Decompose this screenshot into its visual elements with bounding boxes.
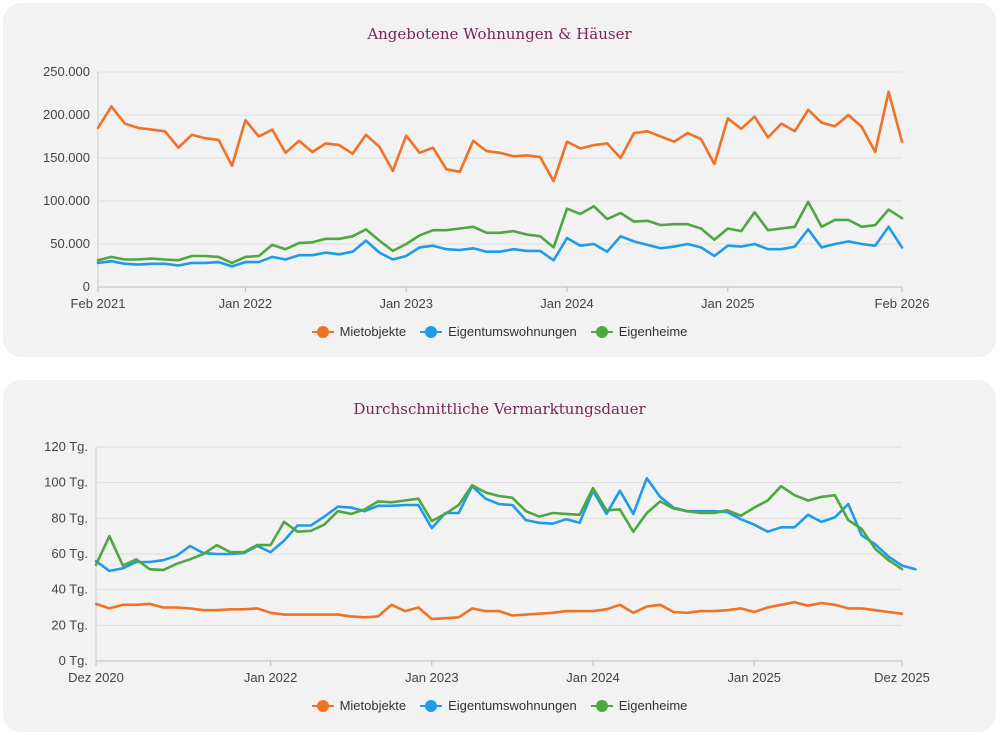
x-tick-label: Jan 2025 bbox=[727, 670, 781, 685]
chart-card-offers: Angebotene Wohnungen & Häuser 0 50.000 100… bbox=[3, 3, 996, 357]
chart-legend: Mietobjekte Eigentumswohnungen Eigenheim… bbox=[3, 324, 996, 339]
x-tick-label: Jan 2025 bbox=[701, 296, 755, 311]
chart-title: Angebotene Wohnungen & Häuser bbox=[367, 25, 632, 43]
legend-item-eigentumswohnungen[interactable]: Eigentumswohnungen bbox=[420, 698, 577, 713]
legend-swatch-icon bbox=[590, 699, 613, 712]
x-tick-label: Dez 2020 bbox=[68, 670, 124, 685]
y-tick-label: 100 Tg. bbox=[44, 475, 88, 490]
y-tick-label: 150.000 bbox=[43, 150, 90, 165]
y-tick-label: 40 Tg. bbox=[51, 582, 88, 597]
y-tick-label: 100.000 bbox=[43, 193, 90, 208]
x-tick-label: Feb 2026 bbox=[875, 296, 930, 311]
legend-label: Eigentumswohnungen bbox=[448, 698, 577, 713]
series-line-mietobjekte bbox=[96, 90, 904, 183]
legend-item-mietobjekte[interactable]: Mietobjekte bbox=[311, 698, 407, 713]
x-tick-label: Jan 2023 bbox=[379, 296, 433, 311]
chart-legend: Mietobjekte Eigentumswohnungen Eigenheim… bbox=[3, 698, 996, 713]
chart-duration-plot: 0 Tg. 20 Tg. 40 Tg. 60 Tg. 80 Tg. 100 Tg. 120 … bbox=[44, 439, 930, 685]
legend-swatch-icon bbox=[420, 699, 443, 712]
x-tick-label: Feb 2021 bbox=[71, 296, 126, 311]
y-tick-label: 0 Tg. bbox=[59, 653, 88, 668]
legend-label: Eigentumswohnungen bbox=[448, 324, 577, 339]
legend-swatch-icon bbox=[311, 699, 334, 712]
legend-label: Eigenheime bbox=[618, 698, 688, 713]
legend-label: Eigenheime bbox=[618, 324, 688, 339]
legend-swatch-icon bbox=[311, 325, 334, 338]
series-line-eigenheime bbox=[94, 484, 904, 572]
legend-label: Mietobjekte bbox=[339, 698, 407, 713]
legend-swatch-icon bbox=[420, 325, 443, 338]
y-tick-label: 20 Tg. bbox=[51, 617, 88, 632]
legend-label: Mietobjekte bbox=[339, 324, 407, 339]
series-line-eigenheime bbox=[96, 200, 904, 265]
y-tick-label: 60 Tg. bbox=[51, 546, 88, 561]
x-tick-label: Jan 2022 bbox=[219, 296, 273, 311]
x-tick-label: Jan 2022 bbox=[244, 670, 298, 685]
legend-swatch-icon bbox=[590, 325, 613, 338]
legend-item-eigenheime[interactable]: Eigenheime bbox=[590, 698, 688, 713]
x-tick-label: Jan 2023 bbox=[405, 670, 459, 685]
x-tick-label: Dez 2025 bbox=[874, 670, 930, 685]
chart-title: Durchschnittliche Vermarktungsdauer bbox=[353, 400, 646, 418]
series-line-eigentumswohnungen bbox=[94, 476, 917, 573]
y-tick-label: 0 bbox=[83, 279, 90, 294]
y-tick-label: 50.000 bbox=[50, 236, 90, 251]
series-line-eigentumswohnungen bbox=[96, 225, 904, 268]
y-tick-label: 120 Tg. bbox=[44, 439, 88, 454]
chart-card-duration: Durchschnittliche Vermarktungsdauer 0 Tg… bbox=[3, 380, 996, 732]
series-line-mietobjekte bbox=[94, 600, 904, 621]
y-tick-label: 80 Tg. bbox=[51, 510, 88, 525]
legend-item-mietobjekte[interactable]: Mietobjekte bbox=[311, 324, 407, 339]
legend-item-eigenheime[interactable]: Eigenheime bbox=[590, 324, 688, 339]
chart-offers-plot: 0 50.000 100.000 150.000 200.000 250.000 Feb 2… bbox=[43, 64, 930, 311]
x-tick-label: Jan 2024 bbox=[566, 670, 620, 685]
x-tick-label: Jan 2024 bbox=[540, 296, 594, 311]
y-tick-label: 250.000 bbox=[43, 64, 90, 79]
y-tick-label: 200.000 bbox=[43, 107, 90, 122]
legend-item-eigentumswohnungen[interactable]: Eigentumswohnungen bbox=[420, 324, 577, 339]
